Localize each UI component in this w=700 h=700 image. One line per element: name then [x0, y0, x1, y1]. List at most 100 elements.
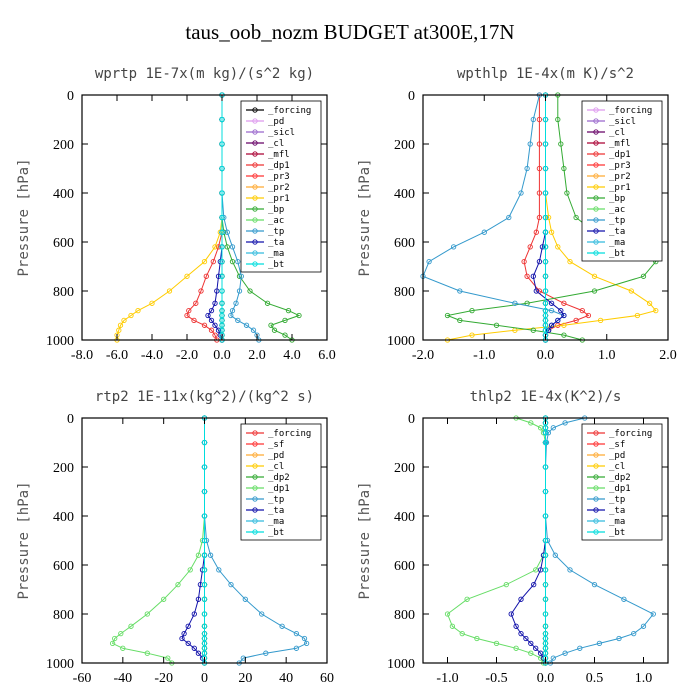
rtp2-legend-entry: _tp [268, 495, 284, 505]
wpthlp-point_tp [457, 288, 463, 294]
rtp2-legend-entry: _bt [268, 528, 284, 538]
wpthlp-point_bt [542, 190, 549, 196]
rtp2-point_ta [191, 611, 197, 617]
rtp2-point_ta [181, 630, 187, 637]
rtp2-legend-entry: _ta [268, 506, 284, 516]
thlp2-point_bt [542, 650, 549, 656]
thlp2-legend-marker [593, 463, 599, 469]
rtp2-point_dp1 [195, 552, 202, 558]
wpthlp-point_tp [527, 141, 533, 147]
wprtp-x-tick-label: -8.0 [71, 348, 93, 363]
thlp2-point_dp1 [474, 635, 480, 642]
wpthlp-point_bt [542, 244, 549, 250]
thlp2-legend-marker [593, 474, 599, 480]
thlp2-point_tp [562, 650, 568, 656]
wpthlp-legend-marker [593, 217, 599, 223]
rtp2-point_ta [191, 645, 197, 651]
thlp2-legend-entry: _tp [609, 495, 625, 505]
rtp2-legend-entry: _dp2 [268, 473, 290, 483]
rtp2-panel-title: rtp2 1E-11x(kg^2)/(kg^2 s) [95, 389, 314, 405]
wpthlp-legend-marker [593, 184, 599, 190]
wpthlp-legend-marker [593, 250, 599, 256]
wprtp-point_bt [219, 165, 225, 172]
rtp2-legend-marker [252, 518, 258, 524]
wpthlp-point_ta [555, 317, 561, 324]
wpthlp-x-tick-label: 2.0 [659, 348, 677, 363]
wprtp-point_pr1 [166, 288, 173, 294]
thlp2-point_dp1 [513, 645, 519, 651]
wpthlp-point_pr1 [591, 273, 598, 279]
rtp2-point_dp1 [165, 655, 171, 661]
wpthlp-point_bt [542, 307, 549, 314]
thlp2-legend-marker [593, 452, 599, 458]
wpthlp-x-tick-label: -1.0 [473, 348, 495, 363]
wprtp-legend-entry: _dp1 [268, 161, 290, 171]
thlp2-point_tp [591, 581, 598, 588]
wprtp-legend-marker [252, 228, 258, 234]
wprtp-point_tp [229, 307, 236, 314]
thlp2-point_ta [537, 650, 544, 656]
wpthlp-point_tp [530, 116, 536, 123]
wpthlp-point_bt [542, 300, 549, 306]
wpthlp-point_bt [542, 229, 549, 235]
wpthlp-point_bt [542, 258, 549, 265]
wpthlp-point_bt [542, 317, 549, 324]
wprtp-legend-entry: _forcing [268, 106, 311, 116]
wprtp-point_ta [205, 312, 211, 319]
wprtp-legend-marker [252, 118, 258, 124]
thlp2-point_ta [523, 635, 529, 642]
wpthlp-point_dp1 [536, 190, 543, 196]
wpthlp-point_bt [542, 116, 549, 123]
thlp2-point_bt [542, 488, 549, 495]
wprtp-point_pr1 [184, 273, 190, 279]
wprtp-point_bt [219, 244, 225, 250]
rtp2-point_tp [228, 581, 234, 588]
rtp2-point_dp1 [109, 640, 116, 647]
wpthlp-panel-title: wpthlp 1E-4x(m K)/s^2 [457, 66, 634, 82]
wpthlp-legend-marker [593, 162, 599, 168]
wprtp-series_bt [219, 92, 225, 343]
wprtp-point_dp1 [215, 244, 222, 250]
wpthlp-series_bp [444, 92, 659, 343]
thlp2-point_bt [542, 640, 549, 647]
wprtp-point_ta [208, 317, 215, 324]
rtp2-legend-entry: _pd [268, 451, 284, 461]
rtp2-point_bt [201, 611, 208, 617]
thlp2-x-tick-label: 0.5 [586, 671, 604, 686]
rtp2-point_dp1 [112, 635, 118, 642]
wprtp-legend-entry: _ac [268, 216, 284, 226]
wpthlp-point_pr1 [548, 229, 555, 235]
wpthlp-point_bp [561, 332, 567, 338]
wprtp-legend-marker [252, 184, 258, 190]
wpthlp-legend-marker [593, 129, 599, 135]
wpthlp-legend-entry: _pr1 [609, 183, 631, 193]
rtp2-legend-entry: _sf [268, 440, 284, 450]
wprtp-legend-entry: _pr2 [268, 183, 290, 193]
wprtp-point_bt [219, 300, 225, 306]
wpthlp-y-tick-label: 1000 [387, 334, 415, 349]
thlp2-legend-entry: _pd [609, 451, 625, 461]
wpthlp-point_ta [548, 322, 555, 328]
thlp2-point_ta [528, 640, 534, 647]
rtp2-legend-entry: _cl [268, 462, 284, 472]
wpthlp-point_bp [591, 288, 598, 294]
rtp2-point_tp [301, 635, 308, 642]
wpthlp-point_tp [512, 300, 518, 306]
wprtp-legend-marker [252, 261, 258, 267]
wprtp-y-tick-label: 600 [53, 236, 74, 251]
rtp2-point_dp1 [118, 630, 124, 637]
thlp2-point_tp [631, 630, 637, 637]
wpthlp-point_bt [542, 214, 549, 221]
wprtp-point_pr1 [201, 258, 208, 265]
wpthlp-point_dp1 [524, 273, 530, 279]
thlp2-legend-entry: _dp1 [609, 484, 631, 494]
wpthlp-y-tick-label: 800 [394, 285, 415, 300]
thlp2-point_tp [621, 596, 627, 602]
rtp2-point_tp [293, 645, 300, 651]
wpthlp-y-tick-label: 600 [394, 236, 415, 251]
wpthlp-point_pr1 [469, 332, 475, 338]
rtp2-point_tp [216, 567, 222, 573]
rtp2-point_bt [201, 635, 208, 642]
wpthlp-point_bt [542, 322, 549, 328]
wpthlp-legend-marker [593, 107, 599, 113]
